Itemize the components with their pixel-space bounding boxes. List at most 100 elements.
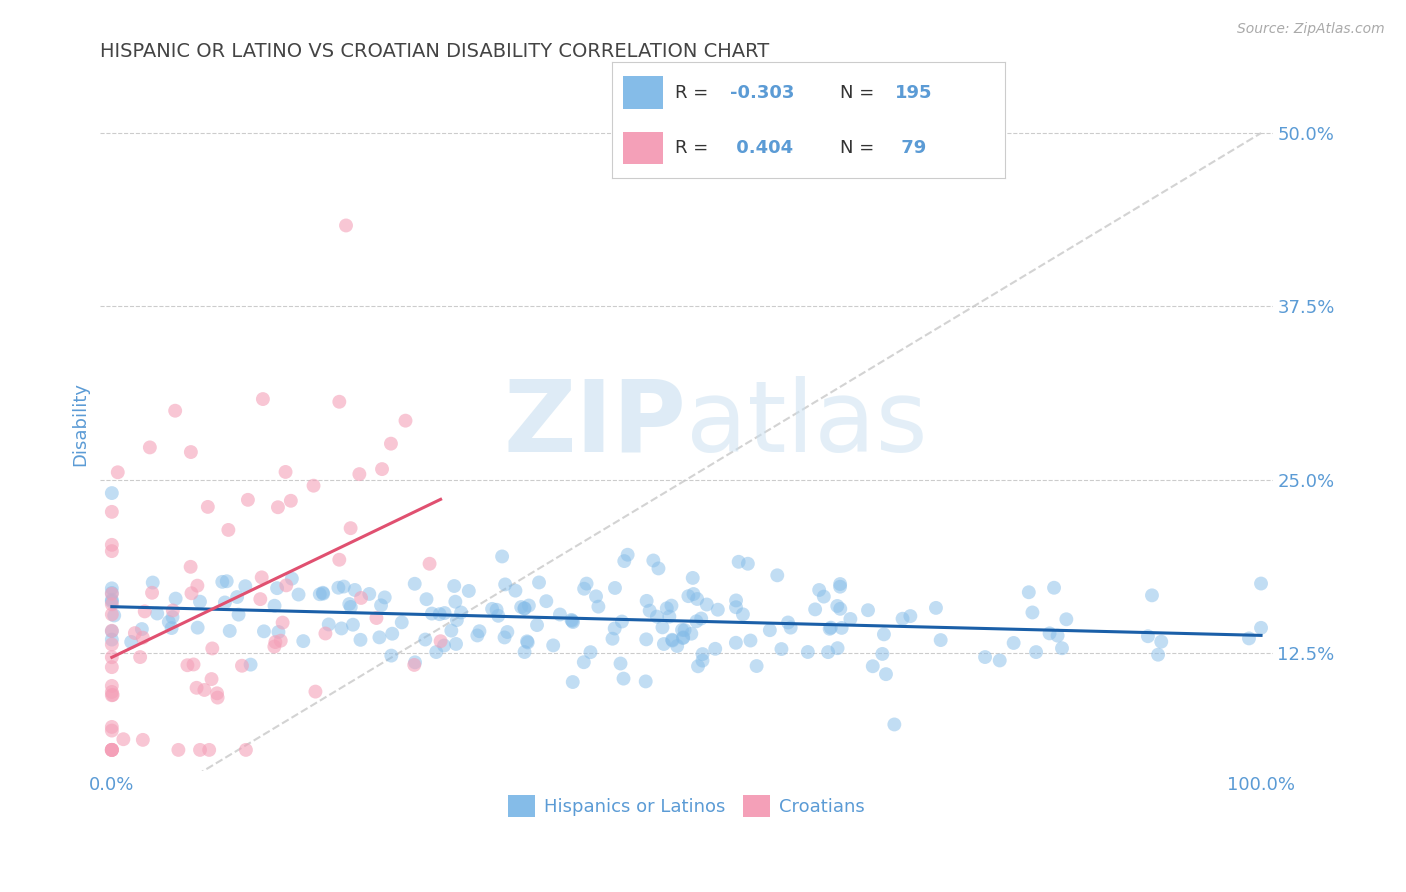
Point [610,615,633,629]
Point [831,621,853,635]
Point [146,607,169,621]
Point [707,603,730,617]
Point [1046,629,1069,643]
Point [827,641,849,656]
Point [929,633,952,648]
Point [1237,632,1260,646]
Point [280,493,302,508]
Point [330,622,353,636]
Point [101,582,124,596]
Point [142,575,165,590]
Point [510,600,533,615]
Text: N =: N = [839,139,875,157]
Bar [623,132,662,164]
Point [1025,645,1047,659]
Point [797,645,820,659]
Point [328,553,350,567]
Text: R =: R = [675,139,707,157]
Point [205,686,228,700]
Point [332,580,354,594]
Point [112,732,135,747]
Point [873,627,896,641]
Point [419,557,441,571]
Point [686,592,709,607]
Point [671,623,693,637]
Point [337,597,360,611]
Point [404,657,426,672]
Point [527,575,550,590]
Point [267,500,290,515]
Point [180,445,202,459]
Point [804,602,827,616]
Point [188,595,211,609]
Point [827,599,849,613]
Point [579,645,602,659]
Point [602,632,624,646]
Point [380,436,402,450]
Point [235,743,257,757]
Text: ZIP: ZIP [503,376,686,473]
Point [1150,634,1173,648]
Point [370,599,392,613]
Point [101,486,124,500]
Point [1140,588,1163,602]
Point [673,623,696,637]
Point [645,609,668,624]
Point [745,659,768,673]
Point [368,631,391,645]
Point [101,587,124,601]
Point [350,591,373,605]
Point [856,603,879,617]
Point [228,607,250,622]
Point [101,592,124,607]
Text: HISPANIC OR LATINO VS CROATIAN DISABILITY CORRELATION CHART: HISPANIC OR LATINO VS CROATIAN DISABILIT… [100,42,769,61]
Point [165,591,187,606]
Point [560,613,582,627]
Point [446,613,468,627]
Text: 0.404: 0.404 [730,139,793,157]
Point [207,690,229,705]
Point [101,594,124,608]
Point [101,607,124,622]
Text: 195: 195 [896,84,932,102]
Point [201,641,224,656]
Legend: Hispanics or Latinos, Croatians: Hispanics or Latinos, Croatians [501,788,872,824]
Point [267,625,290,640]
Point [250,570,273,584]
Point [727,555,749,569]
Point [233,579,256,593]
Point [339,521,361,535]
Point [139,441,162,455]
Point [686,659,709,673]
Point [925,601,948,615]
Text: atlas: atlas [686,376,928,473]
Point [270,633,292,648]
Point [672,631,695,645]
Point [433,606,456,620]
Point [429,607,451,622]
Point [766,568,789,582]
Point [349,632,371,647]
Point [450,606,472,620]
Point [101,685,124,699]
Point [696,598,718,612]
Point [193,682,215,697]
Point [655,601,678,615]
Point [561,675,583,690]
Point [101,650,124,665]
Point [433,639,456,653]
Point [561,614,583,628]
Point [1250,576,1272,591]
Point [666,639,689,653]
Point [394,414,416,428]
Point [101,743,124,757]
Point [661,599,683,613]
Point [101,743,124,757]
Point [988,653,1011,667]
Point [494,631,516,645]
Point [575,576,598,591]
Point [308,587,330,601]
Point [281,572,304,586]
Point [634,674,657,689]
Point [1038,626,1060,640]
